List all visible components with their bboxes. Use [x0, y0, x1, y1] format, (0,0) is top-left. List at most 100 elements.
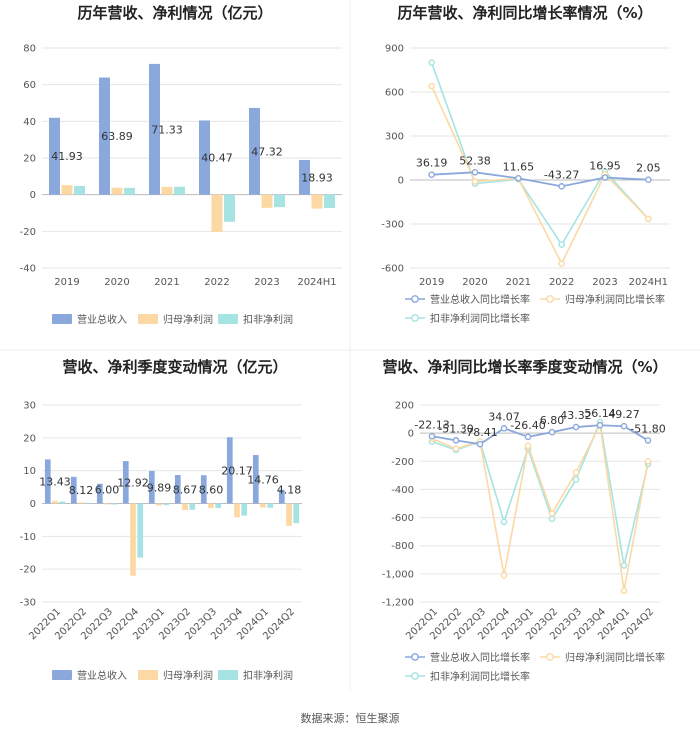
- bar-2: [234, 503, 240, 518]
- legend: 营业总收入 归母净利润 扣非净利润: [52, 669, 293, 682]
- bar-2: [61, 185, 73, 195]
- series-point-1: [601, 174, 609, 181]
- y-tick-label: -200: [391, 457, 414, 468]
- series-point-3: [558, 241, 565, 248]
- y-tick-label: -300: [381, 220, 404, 231]
- data-label: 9.89: [147, 481, 172, 494]
- y-tick-label: 0: [30, 499, 36, 510]
- series-point-2: [620, 587, 628, 595]
- series-point-2: [644, 457, 652, 465]
- x-tick-label: 2019: [419, 277, 444, 288]
- legend-label: 归母净利润同比增长率: [565, 651, 665, 664]
- chart-title: 历年营收、净利同比增长率情况（%）: [397, 4, 652, 22]
- chart-3: 营收、净利季度变动情况（亿元）-30-20-1001020302022Q1202…: [20, 358, 302, 682]
- data-label: 2.05: [636, 162, 661, 175]
- chart-title: 营收、净利同比增长率季度变动情况（%）: [382, 358, 667, 376]
- bar-2: [286, 503, 292, 526]
- legend-label: 扣非净利润: [243, 669, 293, 682]
- y-tick-label: 300: [385, 132, 404, 143]
- series-line-3: [431, 419, 649, 566]
- y-tick-label: -400: [391, 485, 414, 496]
- series-point-2: [645, 215, 652, 223]
- bar-3: [324, 194, 335, 209]
- bar-1: [174, 475, 181, 504]
- legend-label: 扣非净利润同比增长率: [430, 312, 530, 325]
- series-point-1: [620, 422, 628, 430]
- y-tick-label: -1,200: [382, 598, 414, 609]
- legend-label: 扣非净利润: [243, 313, 293, 326]
- bar-1: [200, 475, 207, 504]
- bar-2: [211, 194, 223, 233]
- series-line-2: [431, 422, 649, 591]
- data-label: 6.00: [95, 484, 120, 497]
- bar-3: [124, 187, 135, 195]
- y-tick-label: 0: [30, 190, 36, 201]
- bar-1: [278, 489, 285, 504]
- series-point-2: [558, 260, 565, 267]
- bar-1: [249, 107, 260, 195]
- data-source: 数据来源：恒生聚源: [301, 711, 400, 725]
- bar-2: [161, 186, 173, 195]
- data-label: 8.12: [69, 484, 94, 497]
- y-tick-label: 20: [23, 433, 36, 444]
- y-tick-label: -600: [391, 513, 414, 524]
- data-label: 13.43: [39, 475, 71, 488]
- bar-1: [148, 471, 155, 504]
- legend-swatch: [138, 670, 158, 680]
- data-label: 43.32: [560, 409, 592, 422]
- data-label: -51.30: [438, 422, 473, 435]
- bar-1: [149, 63, 160, 195]
- bar-1: [99, 77, 110, 195]
- x-tick-label: 2020: [104, 277, 129, 288]
- y-tick-label: 40: [23, 117, 36, 128]
- bar-2: [182, 503, 188, 511]
- data-label: 8.67: [173, 483, 198, 496]
- chart-4: 营收、净利同比增长率季度变动情况（%） -1,200 -1,000 -800 -600 -…: [382, 358, 668, 683]
- data-label: 47.32: [251, 145, 283, 158]
- legend-swatch: [52, 314, 72, 324]
- data-label: 6.80: [540, 414, 565, 427]
- bar-2: [104, 503, 110, 505]
- x-tick-label: 2021: [154, 277, 179, 288]
- data-label: 4.18: [277, 484, 302, 497]
- legend-marker: [411, 314, 419, 322]
- legend-marker: [411, 295, 419, 303]
- series-point-1: [558, 183, 565, 190]
- bar-1: [299, 159, 310, 195]
- chart-title: 营收、净利季度变动情况（亿元）: [62, 358, 287, 376]
- bar-1: [44, 459, 51, 504]
- series-point-1: [572, 423, 580, 431]
- y-tick-label: 20: [23, 154, 36, 165]
- data-label: 34.07: [488, 410, 520, 423]
- y-tick-label: 0: [398, 176, 404, 187]
- bar-3: [241, 503, 248, 516]
- legend-marker: [411, 653, 419, 661]
- data-label: 52.38: [459, 154, 491, 167]
- bar-3: [267, 503, 274, 508]
- x-tick-label: 2024H1: [297, 277, 336, 288]
- bar-2: [130, 503, 136, 576]
- bar-2: [261, 194, 273, 208]
- y-tick-label: -40: [20, 264, 36, 275]
- y-tick-label: 0: [408, 429, 414, 440]
- series-point-1: [476, 440, 484, 448]
- y-tick-label: 600: [385, 88, 404, 99]
- series-point-1: [428, 171, 435, 178]
- bar-3: [111, 503, 118, 505]
- data-label: 71.33: [151, 123, 183, 136]
- bar-3: [163, 503, 170, 506]
- legend-swatch: [138, 314, 158, 324]
- bar-1: [122, 461, 129, 504]
- series-point-1: [596, 421, 604, 429]
- bar-1: [96, 483, 103, 504]
- bar-2: [260, 503, 266, 508]
- series-point-2: [452, 445, 460, 452]
- y-tick-label: -20: [20, 227, 36, 238]
- chart-title: 历年营收、净利情况（亿元）: [77, 4, 272, 22]
- series-point-1: [500, 425, 508, 432]
- y-tick-label: 80: [23, 44, 36, 55]
- series-line-2: [430, 85, 649, 266]
- data-label: 16.95: [589, 160, 621, 173]
- bar-2: [111, 187, 123, 195]
